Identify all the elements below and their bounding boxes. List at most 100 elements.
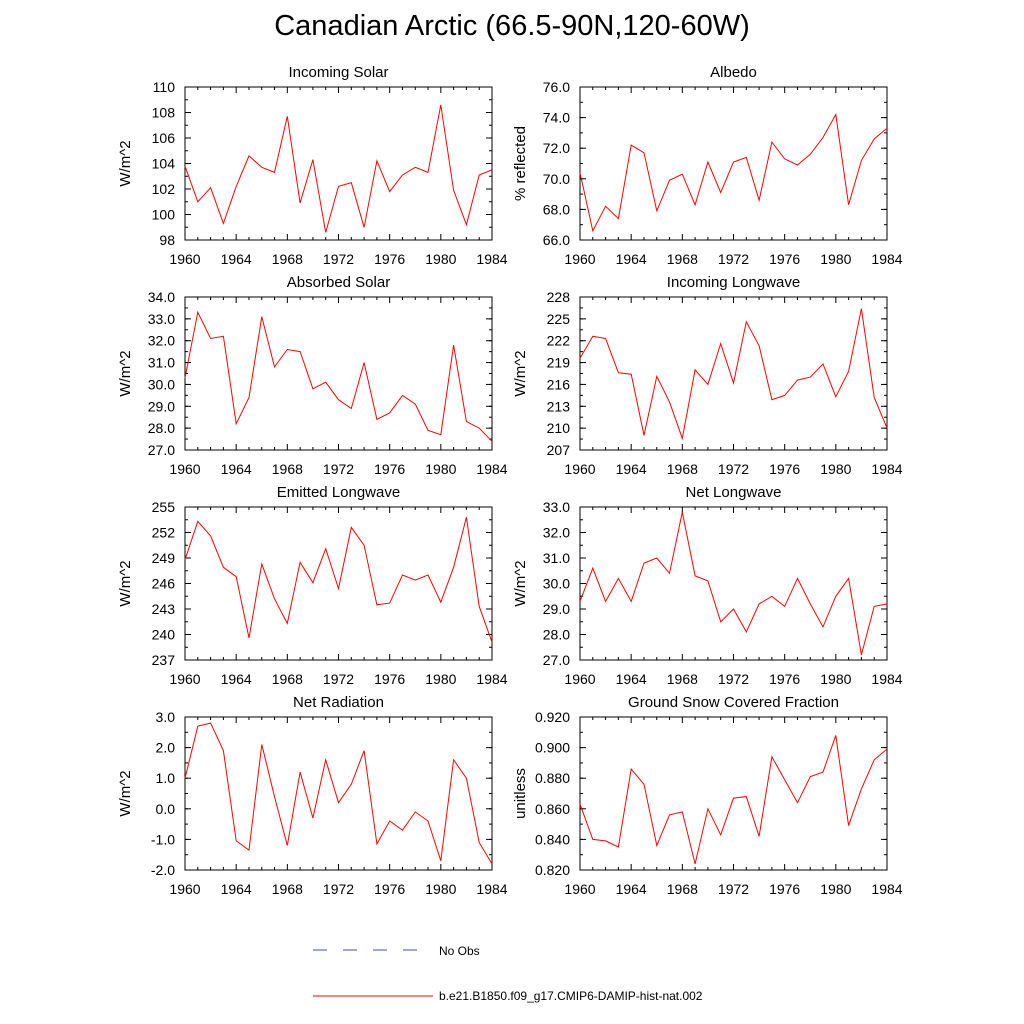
y-tick-label: 27.0 [543,652,570,668]
x-tick-label: 1984 [871,671,902,687]
x-tick-label: 1960 [564,881,595,897]
plot-frame [579,506,888,661]
x-tick-label: 1964 [221,881,252,897]
y-tick-label: 210 [547,420,571,436]
y-tick-label: 28.0 [543,627,570,643]
x-tick-label: 1984 [476,461,507,477]
y-axis-label: W/m^2 [117,770,134,816]
y-tick-label: 76.0 [543,79,570,95]
y-tick-label: 252 [152,525,176,541]
series-line [184,310,493,442]
y-tick-label: 0.920 [535,709,570,725]
series-line [579,112,888,233]
plot-frame [184,506,493,661]
panel-title: Emitted Longwave [277,484,400,501]
y-tick-label: 66.0 [543,232,570,248]
plot-frame [579,86,888,241]
y-tick-label: 74.0 [543,110,570,126]
x-tick-label: 1976 [374,881,405,897]
x-tick-label: 1980 [820,671,851,687]
page-title: Canadian Arctic (66.5-90N,120-60W) [274,10,750,42]
x-tick-label: 1976 [769,461,800,477]
y-tick-label: 0.0 [156,801,176,817]
y-tick-label: 228 [547,289,571,305]
y-tick-label: 27.0 [148,442,175,458]
y-tick-label: 70.0 [543,171,570,187]
series-line [184,722,493,865]
y-tick-label: 30.0 [148,376,175,392]
y-tick-label: 32.0 [148,333,175,349]
panel-title: Net Longwave [686,484,782,501]
x-tick-label: 1968 [667,881,698,897]
x-tick-label: 1984 [871,251,902,267]
x-tick-label: 1968 [272,671,303,687]
y-tick-label: -2.0 [151,862,175,878]
x-tick-label: 1980 [820,251,851,267]
y-tick-label: 108 [152,105,176,121]
y-tick-label: 68.0 [543,201,570,217]
y-tick-label: 255 [152,499,176,515]
y-tick-label: 104 [152,156,176,172]
x-tick-label: 1984 [476,671,507,687]
panel-title: Ground Snow Covered Fraction [628,694,839,711]
y-tick-label: 29.0 [148,398,175,414]
chart-panel-2: Albedo % reflected 1960 1964 1968 1972 1976 198… [512,64,903,267]
x-tick-label: 1964 [616,881,647,897]
x-tick-label: 1960 [169,251,200,267]
y-tick-label: 246 [152,576,176,592]
y-tick-label: 0.840 [535,831,570,847]
x-tick-label: 1980 [820,461,851,477]
y-tick-label: 31.0 [148,355,175,371]
y-tick-label: 34.0 [148,289,175,305]
y-axis-label: W/m^2 [117,560,134,606]
x-tick-label: 1980 [425,251,456,267]
y-tick-label: 100 [152,207,176,223]
x-tick-label: 1976 [374,251,405,267]
y-tick-label: 240 [152,627,176,643]
x-tick-label: 1972 [323,671,354,687]
panel-title: Net Radiation [293,694,384,711]
series-line [184,517,493,643]
y-tick-label: 98 [159,232,175,248]
y-tick-label: 237 [152,652,176,668]
x-tick-label: 1972 [718,671,749,687]
x-tick-label: 1976 [769,251,800,267]
y-tick-label: 249 [152,550,176,566]
panel-title: Absorbed Solar [287,274,390,291]
chart-panel-6: Net Longwave W/m^2 1960 1964 1968 1972 1976 198… [512,484,903,687]
x-tick-label: 1964 [616,251,647,267]
series-line [184,104,493,233]
y-tick-label: 1.0 [156,770,176,786]
x-tick-label: 1968 [272,461,303,477]
y-tick-label: 0.900 [535,740,570,756]
x-tick-label: 1960 [169,881,200,897]
x-tick-label: 1960 [564,461,595,477]
plot-frame [184,296,493,451]
y-tick-label: 28.0 [148,420,175,436]
x-tick-label: 1976 [769,881,800,897]
y-tick-label: 33.0 [148,311,175,327]
legend: No Obs b.e21.B1850.f09_g17.CMIP6-DAMIP-hi… [313,944,703,1003]
y-tick-label: 29.0 [543,601,570,617]
y-axis-label: W/m^2 [512,350,529,396]
chart-panel-1: Incoming Solar W/m^2 1960 1964 1968 1972 1976 1… [117,64,508,267]
plot-frame [184,716,493,871]
y-tick-label: 216 [547,376,571,392]
x-tick-label: 1968 [272,881,303,897]
chart-panel-3: Absorbed Solar W/m^2 1960 1964 1968 1972 1976 1… [117,274,508,477]
chart-panel-7: Net Radiation W/m^2 1960 1964 1968 1972 1976 19… [117,694,508,897]
y-tick-label: 0.880 [535,770,570,786]
panel-title: Incoming Solar [288,64,388,81]
x-tick-label: 1964 [616,461,647,477]
panel-title: Albedo [710,64,757,81]
x-tick-label: 1984 [476,251,507,267]
y-tick-label: 33.0 [543,499,570,515]
y-axis-label: % reflected [512,126,529,201]
plot-frame [184,86,493,241]
x-tick-label: 1968 [667,671,698,687]
x-tick-label: 1984 [476,881,507,897]
x-tick-label: 1980 [820,881,851,897]
y-tick-label: 2.0 [156,740,176,756]
series-line [579,511,888,656]
x-tick-label: 1980 [425,881,456,897]
